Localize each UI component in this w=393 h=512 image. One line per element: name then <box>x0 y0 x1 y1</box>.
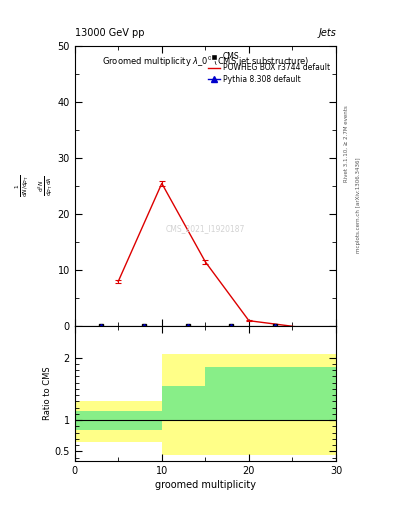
Text: Rivet 3.1.10, ≥ 2.7M events: Rivet 3.1.10, ≥ 2.7M events <box>344 105 349 182</box>
Text: 13000 GeV pp: 13000 GeV pp <box>75 28 144 38</box>
Legend: CMS, POWHEG BOX r3744 default, Pythia 8.308 default: CMS, POWHEG BOX r3744 default, Pythia 8.… <box>206 50 332 86</box>
Y-axis label: $\frac{1}{\mathrm{d}N/\mathrm{d}p_\mathrm{T}}$
$\frac{\mathrm{d}^2 N}{\mathrm{d}: $\frac{1}{\mathrm{d}N/\mathrm{d}p_\mathr… <box>14 175 55 197</box>
Text: mcplots.cern.ch [arXiv:1306.3436]: mcplots.cern.ch [arXiv:1306.3436] <box>356 157 361 252</box>
Text: Jets: Jets <box>318 28 336 38</box>
Text: Groomed multiplicity $\lambda\_0^0$ (CMS jet substructure): Groomed multiplicity $\lambda\_0^0$ (CMS… <box>102 54 309 69</box>
Text: CMS_2021_I1920187: CMS_2021_I1920187 <box>166 224 245 233</box>
X-axis label: groomed multiplicity: groomed multiplicity <box>155 480 256 490</box>
Y-axis label: Ratio to CMS: Ratio to CMS <box>43 367 51 420</box>
